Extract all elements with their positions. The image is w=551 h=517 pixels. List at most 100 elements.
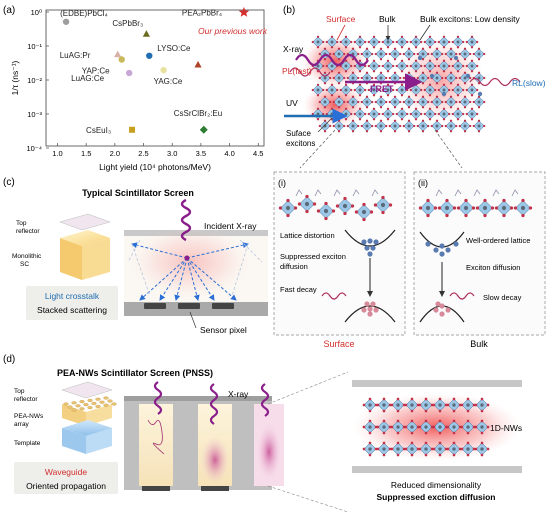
pb-atom (351, 100, 355, 104)
halide-atom (441, 124, 444, 128)
halide-atom (456, 83, 460, 86)
halide-atom (354, 210, 359, 214)
halide-atom (343, 52, 346, 56)
halide-atom (388, 52, 391, 56)
xray-wave (295, 53, 369, 67)
distorted-lattice (278, 189, 393, 222)
halide-atom (360, 100, 363, 104)
pb-atom (368, 425, 372, 429)
halide-atom (382, 441, 386, 445)
halide-atom (407, 106, 411, 109)
halide-atom (474, 403, 478, 407)
exciton-spread-top (425, 241, 459, 257)
halide-atom (323, 130, 327, 133)
pb-atom (480, 403, 484, 407)
halide-atom (400, 70, 404, 73)
slow-decay-text: Slow decay (483, 293, 522, 302)
halide-atom (396, 397, 400, 401)
nw-tip (91, 401, 97, 405)
rl-wave (469, 77, 521, 87)
halide-atom (402, 403, 406, 407)
pb-atom (372, 88, 376, 92)
halide-atom (330, 107, 334, 110)
incident-xray-label: Incident X-ray (204, 221, 257, 231)
halide-atom (409, 112, 412, 116)
pb-atom (435, 52, 439, 56)
halide-atom (455, 100, 458, 104)
nw-tip (87, 398, 93, 402)
halide-atom (332, 100, 335, 104)
halide-atom (476, 112, 479, 116)
nw-tip (79, 407, 85, 411)
hole (373, 307, 379, 313)
data-point (146, 52, 153, 59)
halide-atom (350, 40, 353, 44)
halide-atom (476, 40, 479, 44)
hole (370, 301, 376, 307)
halide-atom (346, 124, 349, 128)
halide-atom (305, 194, 309, 199)
halide-atom (470, 46, 474, 49)
halide-atom (371, 52, 374, 56)
halide-atom (465, 88, 468, 92)
organic-cation (454, 189, 462, 197)
halide-atom (374, 403, 378, 407)
halide-atom (330, 35, 334, 38)
halide-atom (388, 76, 391, 80)
halide-atom (470, 83, 474, 86)
halide-atom (357, 100, 360, 104)
halide-atom (474, 425, 478, 429)
pb-atom (435, 124, 439, 128)
pb-atom (372, 40, 376, 44)
pb-atom (452, 425, 456, 429)
halide-atom (449, 47, 453, 50)
halide-atom (407, 119, 411, 122)
halide-atom (410, 409, 414, 413)
d-xray-label: X-ray (228, 389, 249, 399)
halide-atom (420, 64, 423, 68)
pb-atom (337, 124, 341, 128)
crosstalk-label: Light crosstalk (45, 291, 100, 301)
halide-atom (421, 47, 425, 50)
pb-atom (285, 205, 291, 211)
pb-atom (470, 64, 474, 68)
scattering-label: Stacked scattering (37, 305, 107, 315)
pb-atom (379, 124, 383, 128)
halide-atom (438, 419, 442, 423)
sensor-pixel-3 (212, 303, 234, 309)
halide-atom (357, 124, 360, 128)
scattered-ray (239, 239, 263, 263)
halide-atom (416, 124, 419, 128)
x-tick-label: 2.0 (110, 149, 120, 158)
halide-atom (435, 106, 439, 109)
pb-atom (386, 112, 390, 116)
pb-atom (379, 100, 383, 104)
light-ray (139, 257, 188, 301)
d-top-reflector-2: reflector (14, 396, 38, 403)
nw-tip (79, 400, 85, 404)
halide-atom (476, 88, 479, 92)
halide-atom (424, 431, 428, 435)
pb-atom (393, 100, 397, 104)
pb-atom (428, 88, 432, 92)
halide-atom (350, 64, 353, 68)
surface-pointer (336, 24, 346, 41)
top-reflector-label-1: Top (16, 220, 27, 227)
x-tick-label: 2.5 (138, 149, 148, 158)
halide-atom (414, 94, 418, 97)
organic-cation (492, 189, 500, 197)
pb-atom (470, 88, 474, 92)
halide-atom (353, 112, 356, 116)
point-label: CsEuI₃ (86, 126, 111, 135)
hole (367, 311, 373, 317)
template-front (62, 428, 86, 454)
halide-atom (337, 106, 341, 109)
halide-atom (381, 195, 385, 200)
d-sensor-2 (201, 486, 229, 491)
point-label: CsSrClBr₂:Eu (174, 109, 222, 118)
halide-atom (343, 211, 347, 216)
halide-atom (444, 76, 447, 80)
halide-atom (446, 447, 450, 451)
halide-atom (442, 46, 446, 49)
halide-atom (395, 40, 398, 44)
